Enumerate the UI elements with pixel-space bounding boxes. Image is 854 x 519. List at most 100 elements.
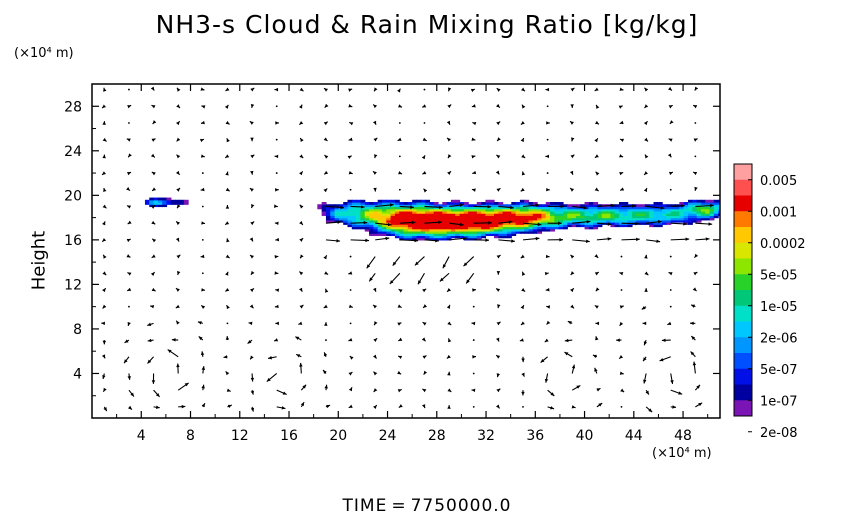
wind-vector bbox=[572, 220, 591, 224]
field-cell bbox=[649, 224, 655, 228]
field-cell bbox=[498, 213, 504, 216]
field-cell bbox=[683, 210, 689, 214]
field-cell bbox=[485, 228, 491, 232]
field-cell bbox=[429, 217, 435, 221]
wind-vector bbox=[200, 138, 205, 143]
field-cell bbox=[636, 204, 642, 208]
field-cell bbox=[502, 210, 508, 214]
field-cell bbox=[601, 213, 607, 216]
wind-vector bbox=[642, 356, 647, 362]
x-axis-unit: (×10⁴ m) bbox=[652, 446, 712, 461]
field-cell bbox=[381, 224, 387, 228]
field-cell bbox=[644, 215, 650, 219]
wind-vector bbox=[349, 255, 352, 258]
field-cell bbox=[610, 217, 616, 221]
field-cell bbox=[438, 219, 443, 223]
field-cell bbox=[399, 228, 405, 232]
field-cell bbox=[545, 217, 551, 221]
wind-vector bbox=[151, 254, 156, 259]
wind-vector bbox=[473, 238, 490, 242]
wind-vector bbox=[225, 171, 229, 176]
field-cell bbox=[442, 228, 448, 232]
field-cell bbox=[459, 217, 465, 221]
wind-vector bbox=[167, 349, 179, 358]
field-cell bbox=[153, 199, 159, 203]
field-cell bbox=[705, 206, 711, 210]
field-cell bbox=[351, 224, 357, 228]
field-cell bbox=[407, 208, 413, 212]
field-cell bbox=[429, 222, 435, 225]
plot-frame bbox=[91, 83, 721, 419]
wind-vector bbox=[544, 338, 549, 343]
wind-vector bbox=[695, 203, 714, 208]
wind-vector bbox=[520, 120, 525, 126]
wind-vector bbox=[399, 220, 416, 225]
wind-vector bbox=[546, 121, 550, 125]
wind-vector bbox=[643, 373, 647, 384]
wind-vector bbox=[249, 187, 254, 192]
wind-vector bbox=[250, 270, 255, 276]
field-cell bbox=[588, 206, 594, 210]
field-cell bbox=[390, 219, 396, 223]
field-cell bbox=[442, 230, 448, 234]
wind-vector bbox=[399, 238, 419, 243]
field-cell bbox=[343, 217, 349, 221]
colorbar-label: 0.005 bbox=[760, 174, 797, 189]
field-cell bbox=[166, 197, 172, 201]
field-cell bbox=[429, 224, 435, 228]
field-cell bbox=[325, 219, 331, 223]
field-cell bbox=[373, 210, 379, 214]
field-cell bbox=[597, 204, 603, 208]
field-cell bbox=[692, 215, 698, 219]
field-cell bbox=[407, 224, 413, 228]
field-cell bbox=[420, 230, 426, 234]
field-cell bbox=[373, 208, 379, 212]
field-cell bbox=[666, 213, 672, 216]
wind-vector bbox=[397, 137, 402, 142]
field-cell bbox=[442, 237, 448, 241]
wind-vector bbox=[201, 366, 206, 374]
wind-vector bbox=[496, 337, 500, 342]
field-cell bbox=[537, 213, 543, 216]
field-cell bbox=[627, 213, 633, 216]
field-cell bbox=[515, 210, 521, 214]
wind-vector bbox=[349, 289, 352, 291]
field-cell bbox=[338, 208, 344, 212]
field-cell bbox=[149, 202, 155, 205]
wind-vector bbox=[201, 105, 206, 109]
field-cell bbox=[347, 208, 353, 212]
wind-vector bbox=[101, 321, 106, 326]
wind-vector bbox=[101, 104, 106, 109]
field-cell bbox=[657, 210, 663, 214]
wind-vector bbox=[569, 170, 574, 175]
field-cell bbox=[356, 224, 362, 228]
wind-vector bbox=[564, 351, 573, 358]
field-cell bbox=[429, 215, 435, 219]
field-cell bbox=[713, 206, 719, 210]
field-cell bbox=[545, 215, 551, 219]
wind-vector bbox=[226, 138, 230, 143]
field-cell bbox=[481, 235, 487, 239]
wind-vector bbox=[375, 236, 390, 241]
wind-vector bbox=[300, 401, 305, 408]
field-cell bbox=[351, 219, 357, 223]
field-cell bbox=[360, 206, 366, 210]
field-cell bbox=[420, 215, 426, 219]
wind-vector bbox=[102, 287, 107, 293]
field-cell bbox=[558, 219, 564, 223]
field-cell bbox=[455, 222, 461, 225]
field-cell bbox=[429, 226, 435, 230]
wind-vector bbox=[569, 120, 574, 125]
field-cell bbox=[627, 210, 633, 214]
wind-vector bbox=[373, 187, 377, 192]
field-cell bbox=[399, 235, 405, 239]
field-cell bbox=[506, 208, 512, 212]
wind-vector bbox=[422, 170, 427, 175]
field-cell bbox=[325, 204, 331, 208]
field-cell bbox=[369, 210, 374, 214]
field-cell bbox=[631, 213, 637, 216]
colorbar-swatch bbox=[734, 258, 752, 275]
wind-vector bbox=[224, 104, 229, 109]
field-cell bbox=[321, 213, 327, 216]
field-cell bbox=[554, 208, 560, 212]
